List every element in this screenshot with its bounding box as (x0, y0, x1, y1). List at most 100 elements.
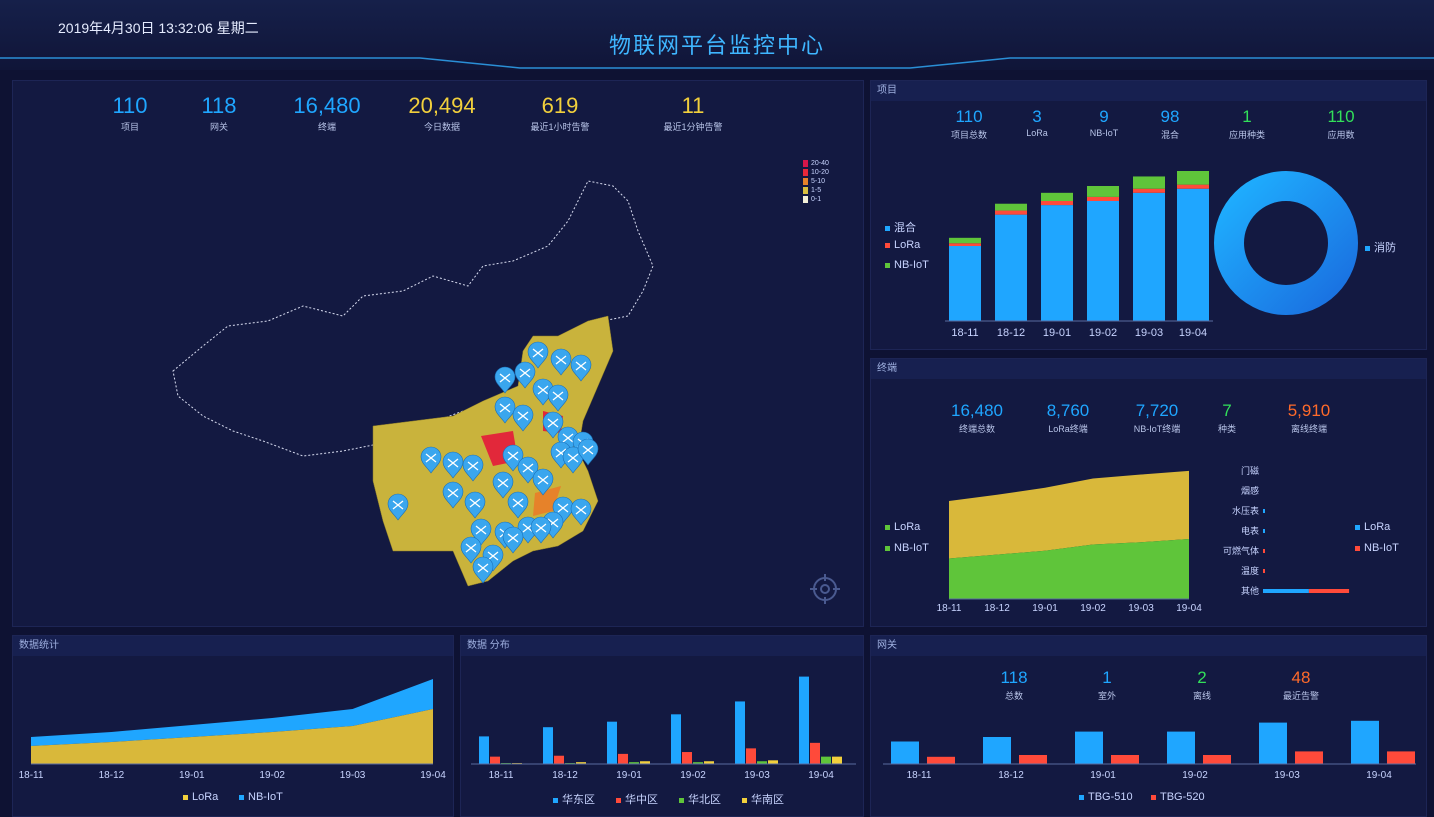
map-pin-icon[interactable] (577, 438, 599, 466)
bar-1[interactable] (1133, 188, 1165, 193)
bar-2[interactable] (693, 762, 703, 764)
data-total-legend-item[interactable]: LoRa (183, 791, 218, 803)
bar-0[interactable] (1177, 188, 1209, 321)
bar-2[interactable] (1133, 176, 1165, 189)
map-pin-icon[interactable] (570, 498, 592, 526)
hbar-lora[interactable] (1263, 589, 1309, 593)
bar-0[interactable] (949, 246, 981, 321)
terminals-type-legend-item[interactable]: NB-IoT (1355, 542, 1399, 554)
bar-1[interactable] (682, 752, 692, 764)
bar-1[interactable] (995, 210, 1027, 215)
bar-1[interactable] (949, 243, 981, 246)
map-pin-icon[interactable] (420, 446, 442, 474)
map-pin-icon[interactable] (507, 491, 529, 519)
bar-1[interactable] (1019, 755, 1047, 764)
bar-0[interactable] (1259, 722, 1287, 764)
bar-0[interactable] (1133, 192, 1165, 321)
bar-2[interactable] (949, 237, 981, 244)
bar-3[interactable] (704, 761, 714, 764)
map-pin-icon[interactable] (550, 348, 572, 376)
data-total-legend-item[interactable]: NB-IoT (239, 791, 283, 803)
bar-0[interactable] (543, 727, 553, 764)
map-pin-icon[interactable] (530, 516, 552, 544)
terminals-area-legend-item[interactable]: NB-IoT (885, 542, 929, 554)
map-pin-icon[interactable] (464, 491, 486, 519)
bar-0[interactable] (671, 714, 681, 764)
bar-1[interactable] (1111, 755, 1139, 764)
bar-0[interactable] (607, 721, 617, 764)
map-pin-icon[interactable] (542, 411, 564, 439)
map-pin-icon[interactable] (442, 481, 464, 509)
map-pin-icon[interactable] (512, 404, 534, 432)
area-lora[interactable] (949, 470, 1189, 559)
hbar-nbiot[interactable] (1263, 569, 1265, 573)
bar-2[interactable] (1177, 171, 1209, 185)
bar-0[interactable] (799, 676, 809, 764)
bar-2[interactable] (629, 762, 639, 764)
map-pin-icon[interactable] (532, 468, 554, 496)
area-nbiot[interactable] (949, 538, 1189, 599)
bar-2[interactable] (1087, 186, 1119, 197)
data-region-legend-item[interactable]: 华北区 (679, 791, 721, 807)
hbar-lora[interactable] (1263, 509, 1265, 513)
bar-1[interactable] (1387, 751, 1415, 764)
bar-1[interactable] (927, 756, 955, 764)
map-pin-icon[interactable] (494, 366, 516, 394)
bar-1[interactable] (1087, 196, 1119, 201)
hbar-lora[interactable] (1263, 529, 1265, 533)
bar-1[interactable] (810, 742, 820, 764)
bar-1[interactable] (490, 756, 500, 764)
bar-1[interactable] (1203, 755, 1231, 764)
terminals-type-legend-item[interactable]: LoRa (1355, 521, 1390, 533)
map-pin-icon[interactable] (562, 446, 584, 474)
map-pin-icon[interactable] (460, 536, 482, 564)
map-pin-icon[interactable] (442, 451, 464, 479)
bar-0[interactable] (1351, 720, 1379, 764)
bar-2[interactable] (995, 203, 1027, 211)
data-region-legend-item[interactable]: 华南区 (742, 791, 784, 807)
bar-1[interactable] (1177, 184, 1209, 189)
bar-0[interactable] (1087, 201, 1119, 321)
crosshair-icon[interactable] (810, 574, 840, 604)
hbar-nbiot[interactable] (1308, 589, 1350, 593)
bar-1[interactable] (554, 755, 564, 764)
gateway-legend-item[interactable]: TBG-520 (1151, 791, 1205, 803)
area-lora[interactable] (31, 709, 433, 764)
map-pin-icon[interactable] (502, 526, 524, 554)
map-pin-icon[interactable] (492, 471, 514, 499)
map-pin-icon[interactable] (387, 493, 409, 521)
bar-0[interactable] (735, 701, 745, 764)
bar-2[interactable] (757, 761, 767, 764)
bar-1[interactable] (618, 753, 628, 764)
bar-0[interactable] (995, 214, 1027, 321)
area-nbiot[interactable] (31, 679, 433, 746)
bar-1[interactable] (746, 748, 756, 764)
terminals-area-legend-item[interactable]: LoRa (885, 521, 920, 533)
projects-legend-item[interactable]: NB-IoT (885, 259, 929, 271)
map-pin-icon[interactable] (547, 384, 569, 412)
projects-legend-item[interactable]: 混合 (885, 219, 916, 235)
hbar-nbiot[interactable] (1263, 549, 1265, 553)
map-pin-icon[interactable] (462, 454, 484, 482)
bar-0[interactable] (1167, 731, 1195, 764)
bar-1[interactable] (1041, 201, 1073, 206)
bar-3[interactable] (576, 762, 586, 764)
map-pin-icon[interactable] (494, 396, 516, 424)
bar-3[interactable] (640, 761, 650, 764)
bar-1[interactable] (1295, 751, 1323, 764)
bar-0[interactable] (1075, 731, 1103, 764)
bar-0[interactable] (479, 736, 489, 764)
map-pin-icon[interactable] (514, 361, 536, 389)
bar-0[interactable] (1041, 205, 1073, 321)
data-region-legend-item[interactable]: 华东区 (553, 791, 595, 807)
donut-slice-fire[interactable] (1214, 171, 1358, 315)
bar-0[interactable] (983, 737, 1011, 764)
gateway-legend-item[interactable]: TBG-510 (1079, 791, 1133, 803)
map-pin-icon[interactable] (527, 341, 549, 369)
map-pin-icon[interactable] (570, 354, 592, 382)
bar-0[interactable] (891, 741, 919, 765)
data-region-legend-item[interactable]: 华中区 (616, 791, 658, 807)
map-pin-icon[interactable] (472, 556, 494, 584)
bar-3[interactable] (768, 760, 778, 764)
projects-legend-item[interactable]: LoRa (885, 239, 920, 251)
